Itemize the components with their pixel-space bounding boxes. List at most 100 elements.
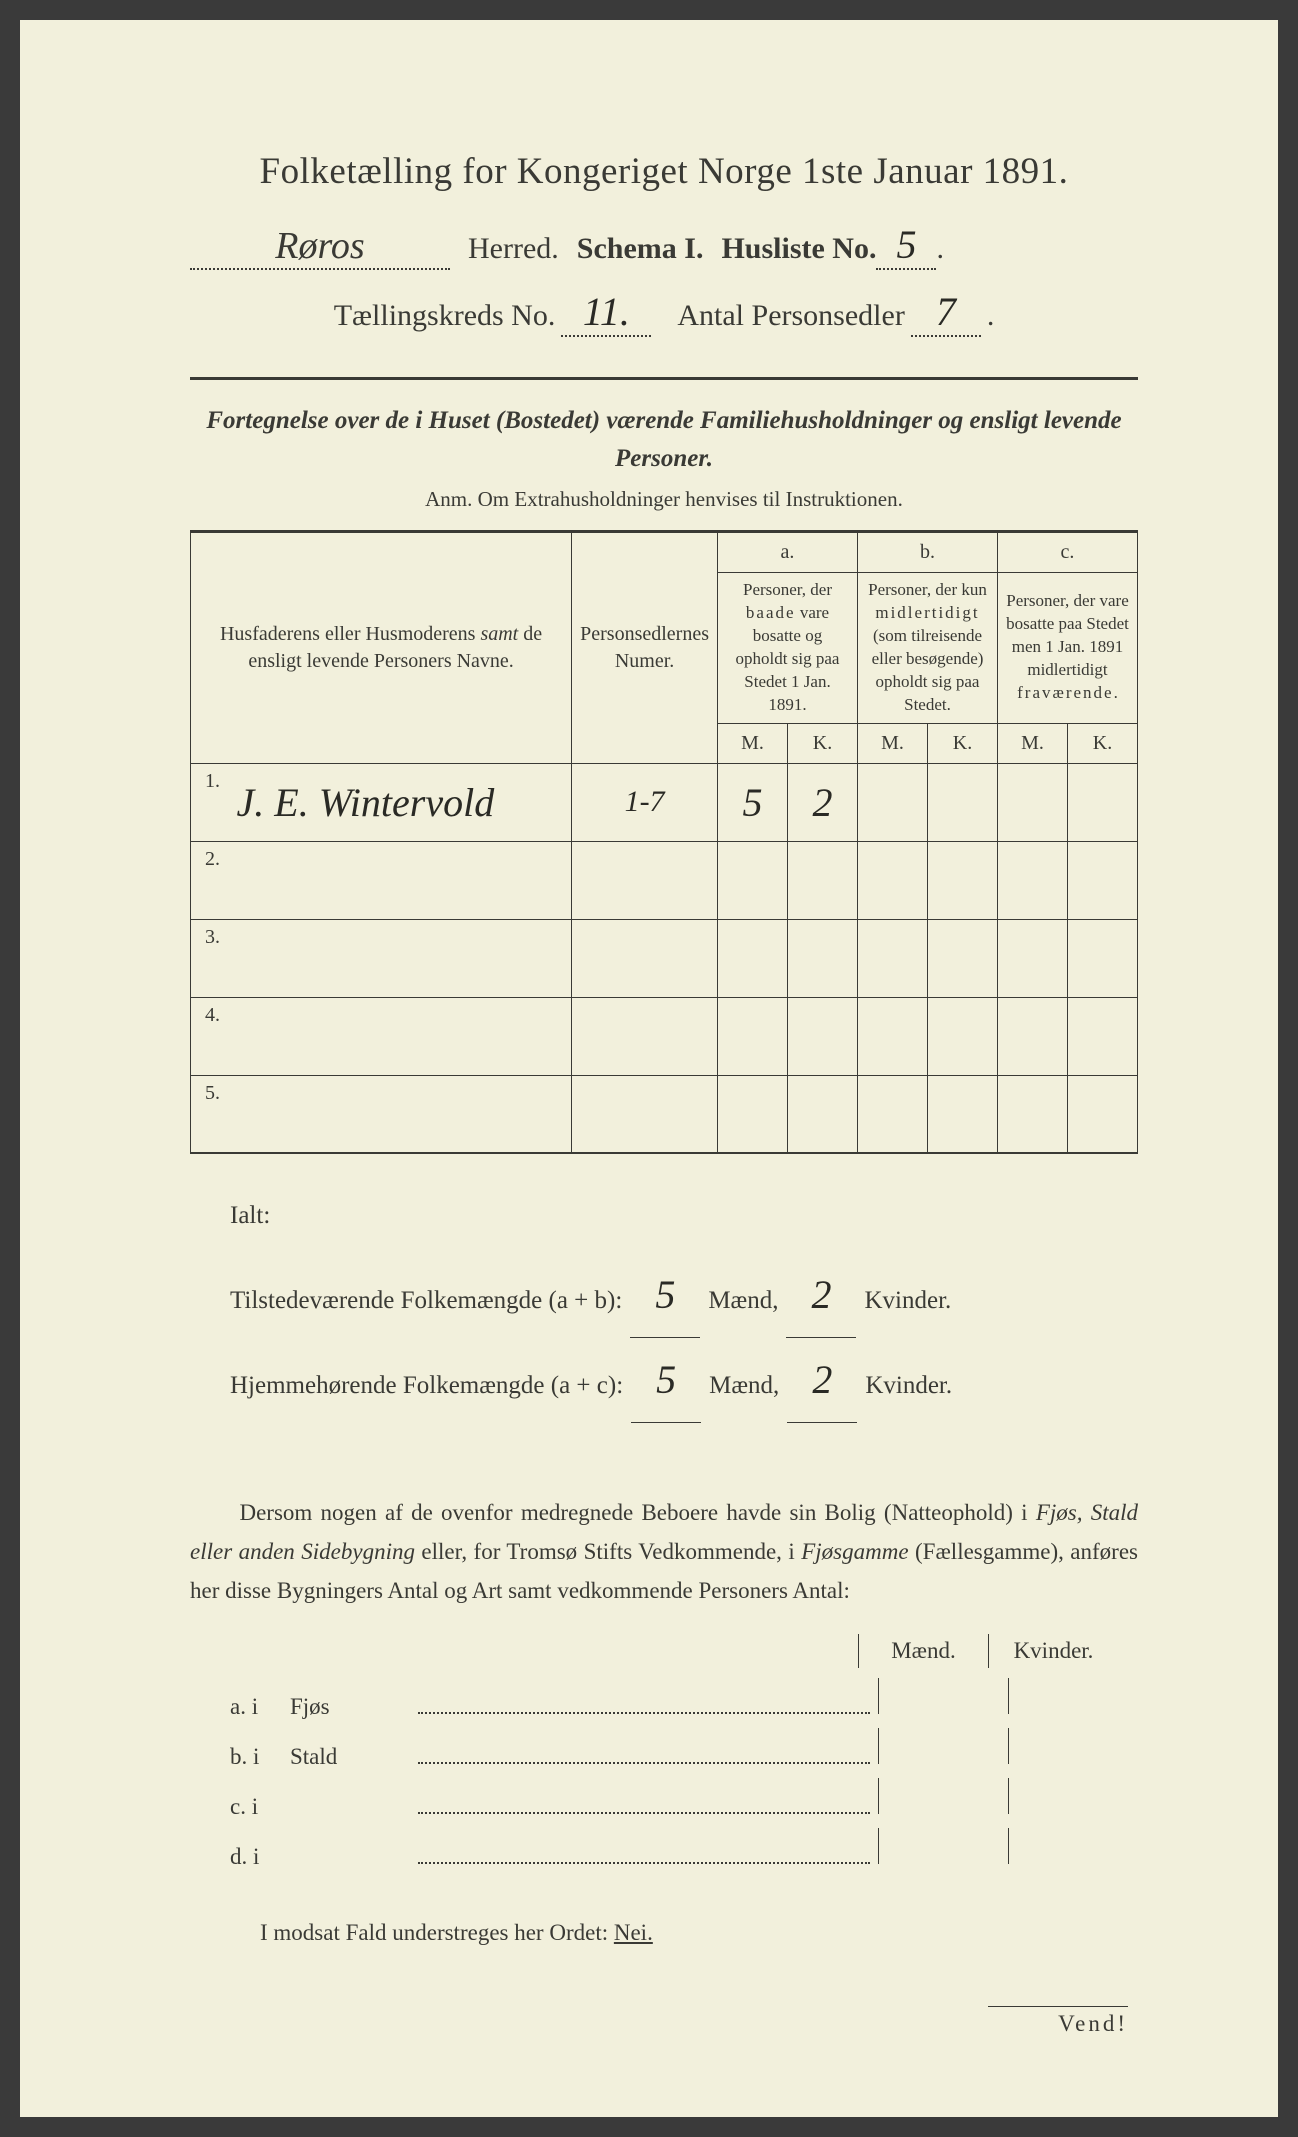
resident-m: 5 [631, 1338, 701, 1423]
col-c-top: c. [998, 532, 1138, 573]
row-b-k [928, 1075, 998, 1153]
row-a-k: 2 [788, 763, 858, 841]
row-c-k [1068, 1075, 1138, 1153]
row-b-m [858, 919, 928, 997]
subtitle: Fortegnelse over de i Huset (Bostedet) v… [190, 402, 1138, 477]
building-mk-header: Mænd. Kvinder. [190, 1634, 1118, 1668]
antal-value: 7 [911, 288, 981, 337]
resident-k: 2 [787, 1338, 857, 1423]
census-form-page: Folketælling for Kongeriget Norge 1ste J… [20, 20, 1278, 2117]
row-name [231, 919, 572, 997]
building-dots [418, 1762, 870, 1764]
schema-label: Schema I. [577, 232, 704, 266]
header-line-2: Tællingskreds No. 11. Antal Personsedler… [190, 288, 1138, 337]
row-personseddel-num [572, 1075, 718, 1153]
building-mk-cells [878, 1678, 1138, 1714]
total-resident-row: Hjemmehørende Folkemængde (a + c): 5 Mæn… [230, 1338, 1138, 1423]
row-c-k [1068, 841, 1138, 919]
row-number: 1. [191, 763, 231, 841]
totals-block: Ialt: Tilstedeværende Folkemængde (a + b… [230, 1190, 1138, 1423]
col-b-m: M. [858, 723, 928, 763]
row-name: J. E. Wintervold [231, 763, 572, 841]
present-k: 2 [786, 1253, 856, 1338]
row-personseddel-num [572, 919, 718, 997]
household-table: Husfaderens eller Husmoderens samt de en… [190, 530, 1138, 1154]
building-label: d. i [230, 1844, 290, 1870]
row-c-m [998, 1075, 1068, 1153]
row-b-m [858, 997, 928, 1075]
building-rows: a. i Fjøs b. i Stald c. i d. i [230, 1678, 1138, 1870]
row-b-m [858, 763, 928, 841]
row-b-k [928, 919, 998, 997]
building-row: b. i Stald [230, 1728, 1138, 1770]
row-a-k [788, 841, 858, 919]
row-a-k [788, 1075, 858, 1153]
table-row: 5. [191, 1075, 1138, 1153]
row-c-k [1068, 919, 1138, 997]
building-label: b. i [230, 1744, 290, 1770]
page-title: Folketælling for Kongeriget Norge 1ste J… [190, 150, 1138, 193]
col-c-m: M. [998, 723, 1068, 763]
ialt-label: Ialt: [230, 1190, 1138, 1243]
row-a-m [718, 841, 788, 919]
row-b-k [928, 763, 998, 841]
row-b-k [928, 841, 998, 919]
row-number: 2. [191, 841, 231, 919]
husliste-label: Husliste No. [721, 232, 876, 266]
building-label: a. i [230, 1694, 290, 1720]
row-number: 4. [191, 997, 231, 1075]
col-a-k: K. [788, 723, 858, 763]
row-b-m [858, 1075, 928, 1153]
total-present-row: Tilstedeværende Folkemængde (a + b): 5 M… [230, 1253, 1138, 1338]
building-label: c. i [230, 1794, 290, 1820]
col-a-desc: Personer, der baade vare bosatte og opho… [718, 573, 858, 724]
building-mk-cells [878, 1828, 1138, 1864]
col-c-k: K. [1068, 723, 1138, 763]
row-number: 5. [191, 1075, 231, 1153]
row-c-k [1068, 763, 1138, 841]
building-type: Fjøs [290, 1694, 410, 1720]
herred-value: Røros [190, 224, 450, 270]
row-personseddel-num [572, 997, 718, 1075]
present-m: 5 [630, 1253, 700, 1338]
row-b-m [858, 841, 928, 919]
row-a-k [788, 919, 858, 997]
row-a-m [718, 997, 788, 1075]
building-dots [418, 1812, 870, 1814]
building-para: Dersom nogen af de ovenfor medregnede Be… [190, 1493, 1138, 1610]
modsat-line: I modsat Fald understreges her Ordet: Ne… [260, 1920, 1138, 1946]
kreds-value: 11. [561, 288, 651, 337]
row-personseddel-num [572, 841, 718, 919]
building-dots [418, 1712, 870, 1714]
building-type: Stald [290, 1744, 410, 1770]
col-b-k: K. [928, 723, 998, 763]
header-line-1: Røros Herred. Schema I. Husliste No. 5 . [190, 221, 1138, 270]
row-b-k [928, 997, 998, 1075]
table-row: 1. J. E. Wintervold 1-7 5 2 [191, 763, 1138, 841]
herred-label: Herred. [468, 232, 559, 266]
row-c-m [998, 841, 1068, 919]
col-header-num: Personsedlernes Numer. [572, 532, 718, 764]
vend-label: Vend! [988, 2006, 1128, 2037]
row-a-m: 5 [718, 763, 788, 841]
divider [190, 377, 1138, 380]
building-dots [418, 1862, 870, 1864]
row-c-m [998, 763, 1068, 841]
col-b-top: b. [858, 532, 998, 573]
col-a-top: a. [718, 532, 858, 573]
col-header-name: Husfaderens eller Husmoderens samt de en… [191, 532, 572, 764]
row-a-k [788, 997, 858, 1075]
col-a-m: M. [718, 723, 788, 763]
col-b-desc: Personer, der kun midlertidigt (som tilr… [858, 573, 998, 724]
building-row: a. i Fjøs [230, 1678, 1138, 1720]
row-c-m [998, 919, 1068, 997]
husliste-value: 5 [876, 221, 936, 270]
row-number: 3. [191, 919, 231, 997]
row-name [231, 841, 572, 919]
row-c-k [1068, 997, 1138, 1075]
row-c-m [998, 997, 1068, 1075]
anm-note: Anm. Om Extrahusholdninger henvises til … [190, 487, 1138, 512]
kreds-label: Tællingskreds No. [334, 299, 556, 333]
antal-label: Antal Personsedler [677, 299, 904, 333]
row-name [231, 1075, 572, 1153]
